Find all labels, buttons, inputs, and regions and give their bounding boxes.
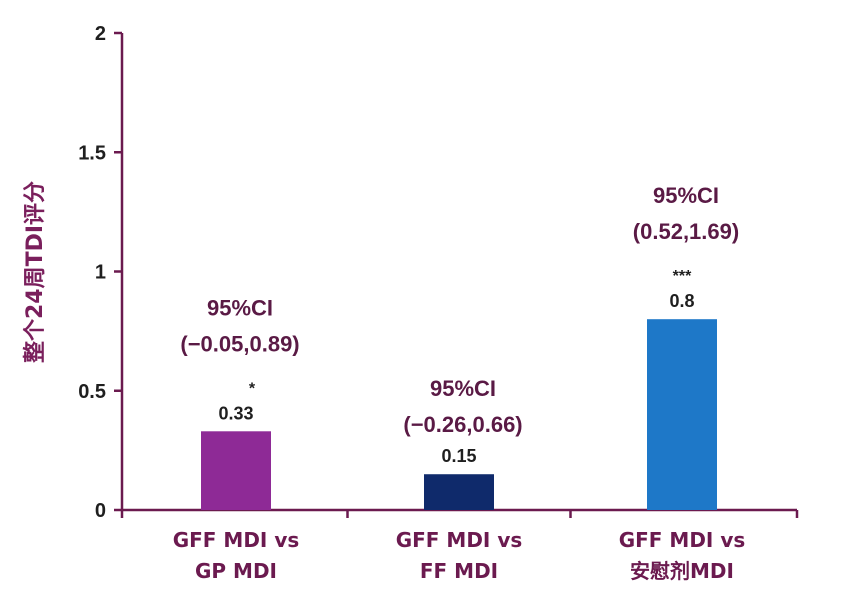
x-axis-categories: GFF MDI vs GP MDI GFF MDI vs FF MDI GFF MDI … [173, 528, 746, 583]
y-axis-ticks: 0 0.5 1 1.5 2 [78, 23, 122, 522]
significance-marker: * [249, 380, 256, 397]
y-tick-label: 0 [95, 500, 106, 522]
x-category-label-line1: GFF MDI vs [173, 528, 300, 552]
ci-range-label: (−0.26,0.66) [403, 412, 522, 437]
ci-title-label: 95%CI [430, 376, 496, 401]
x-category-label-line1: GFF MDI vs [396, 528, 523, 552]
y-tick-label: 1 [95, 262, 106, 284]
bar-value-label: 0.33 [218, 403, 253, 423]
bars-group [201, 319, 717, 510]
bar-value-label: 0.8 [669, 291, 694, 311]
y-tick-label: 1.5 [78, 142, 106, 164]
y-tick-label: 0.5 [78, 381, 106, 403]
x-category-label-line2: FF MDI [420, 559, 498, 583]
x-category-label-line2: GP MDI [195, 559, 277, 583]
ci-title-label: 95%CI [207, 295, 273, 320]
bar [647, 319, 717, 510]
bar [424, 474, 494, 510]
y-axis-title: 整个24周TDI评分 [22, 181, 48, 363]
y-tick-label: 2 [95, 23, 106, 45]
x-category-label-line2: 安慰剂MDI [630, 559, 734, 583]
ci-title-label: 95%CI [653, 183, 719, 208]
significance-marker: *** [673, 268, 692, 285]
annotations-group: 0.33 * (−0.05,0.89) 95%CI 0.15 (−0.26,0.66) 95… [180, 183, 739, 466]
bar-value-label: 0.15 [441, 446, 476, 466]
bar [201, 431, 271, 510]
ci-range-label: (0.52,1.69) [633, 219, 739, 244]
ci-range-label: (−0.05,0.89) [180, 331, 299, 356]
y-axis-title-group: 整个24周TDI评分 [22, 181, 48, 363]
x-category-label-line1: GFF MDI vs [619, 528, 746, 552]
